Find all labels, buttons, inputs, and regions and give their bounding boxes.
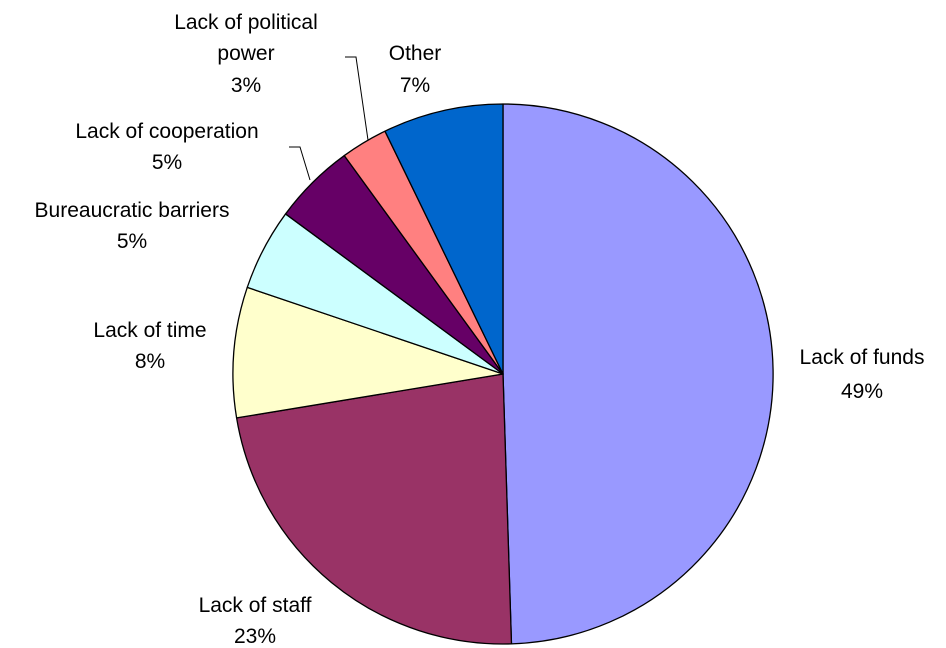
data-label-lack-of-staff: Lack of staff 23% [199,594,312,648]
data-label-percent: 5% [152,151,182,174]
pie-slice-lack-of-funds [502,103,774,645]
data-label-name: Other [389,42,442,65]
data-label-lack-of-political-power: Lack of political power 3% [174,11,318,97]
leader-line-political-power [345,56,369,141]
data-label-lack-of-time: Lack of time 8% [93,319,206,373]
data-label-percent: 7% [400,74,430,97]
data-label-name: Lack of funds [800,346,925,369]
data-label-name: Lack of political [174,11,318,34]
data-label-percent: 23% [234,625,276,648]
pie-slice-lack-of-staff [235,373,513,645]
data-label-lack-of-cooperation: Lack of cooperation 5% [75,120,258,174]
data-label-percent: 49% [841,380,883,403]
pie-slice-lack-of-time [232,286,504,419]
data-label-other: Other 7% [389,42,442,97]
data-label-name-line2: power [217,42,274,65]
data-label-percent: 3% [231,74,261,97]
leader-lines [289,56,369,181]
data-label-name: Lack of staff [199,594,312,617]
leader-line-cooperation [289,146,311,181]
data-label-name: Lack of time [93,319,206,342]
data-label-name: Lack of cooperation [75,120,258,143]
data-label-lack-of-funds: Lack of funds 49% [800,346,925,403]
data-label-percent: 5% [117,230,147,253]
data-label-bureaucratic-barriers: Bureaucratic barriers 5% [35,199,230,253]
pie-slices [232,103,774,645]
data-label-name: Bureaucratic barriers [35,199,230,222]
data-label-percent: 8% [135,350,165,373]
pie-slice-other [384,103,504,375]
